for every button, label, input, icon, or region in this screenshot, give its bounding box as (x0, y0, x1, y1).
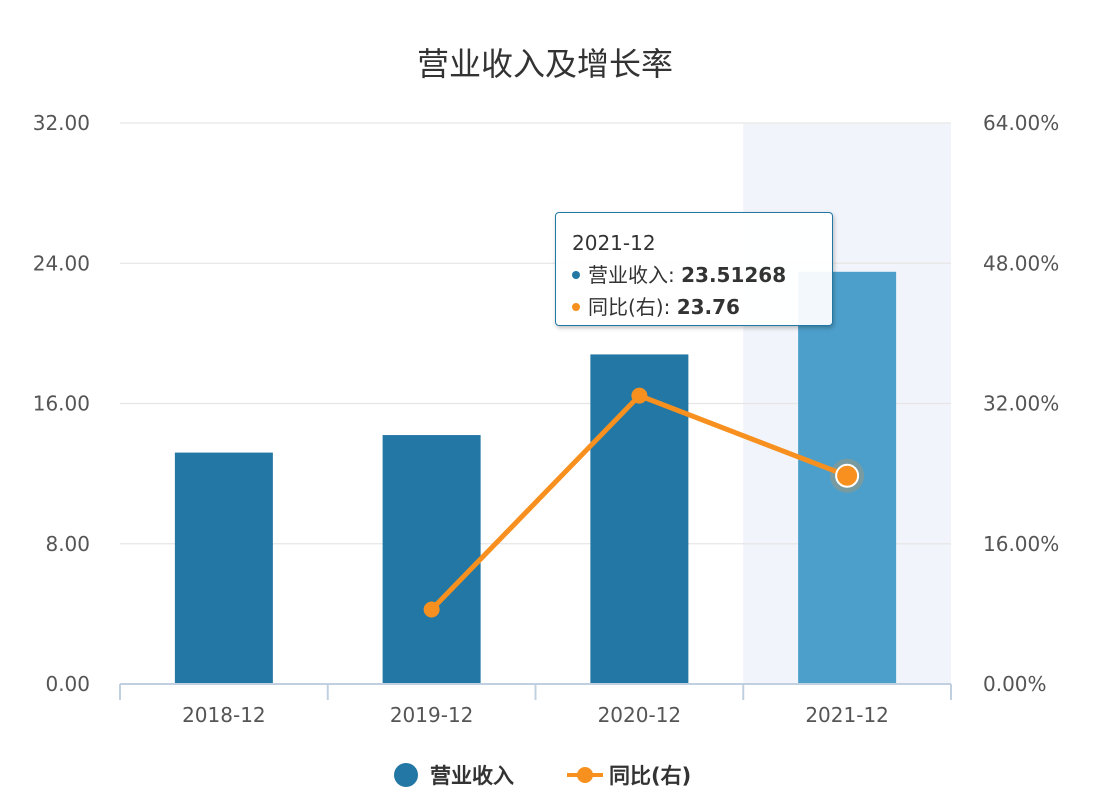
growth-point (631, 387, 648, 404)
y-left-tick-label: 8.00 (45, 532, 90, 556)
tooltip: 2021-12 营业收入: 23.51268 同比(右): 23.76 (555, 212, 833, 326)
legend-growth-dot-icon (577, 767, 593, 783)
tooltip-growth-value: 23.76 (676, 295, 740, 319)
tooltip-revenue-label: 营业收入: (588, 263, 682, 287)
growth-point (835, 463, 860, 488)
growth-point (423, 601, 440, 618)
x-tick-label: 2018-12 (182, 703, 266, 727)
y-left-tick-label: 32.00 (33, 111, 90, 135)
line-series[interactable] (423, 387, 865, 618)
y-right-tick-label: 0.00% (983, 672, 1047, 696)
revenue-bar (174, 452, 273, 684)
x-tick-label: 2020-12 (598, 703, 682, 727)
revenue-bar (590, 354, 689, 684)
legend[interactable]: 营业收入 同比(右) (394, 763, 691, 788)
y-right-tick-label: 64.00% (983, 111, 1059, 135)
chart-title: 营业收入及增长率 (417, 45, 673, 83)
tooltip-revenue-value: 23.51268 (681, 263, 787, 287)
y-right-tick-label: 16.00% (983, 532, 1059, 556)
y-right-tick-label: 32.00% (983, 392, 1059, 416)
legend-growth-label: 同比(右) (609, 764, 691, 788)
tooltip-growth-dot-icon (572, 302, 580, 311)
legend-revenue-label: 营业收入 (430, 764, 514, 788)
y-left-tick-label: 24.00 (33, 251, 90, 275)
legend-revenue-icon (394, 763, 418, 787)
axes: 0.00 0.00% 8.00 16.00% 16.00 32.00% 24.00 48.00… (33, 111, 1060, 727)
y-left-tick-label: 16.00 (33, 392, 90, 416)
tooltip-row-growth: 同比(右): 23.76 (572, 291, 832, 323)
x-tick-label: 2021-12 (805, 703, 889, 727)
revenue-bar (382, 435, 481, 684)
x-tick-label: 2019-12 (390, 703, 474, 727)
tooltip-revenue-dot-icon (572, 270, 580, 279)
tooltip-growth-label: 同比(右): (588, 295, 677, 319)
y-right-tick-label: 48.00% (983, 251, 1059, 275)
y-left-tick-label: 0.00 (45, 672, 90, 696)
tooltip-header: 2021-12 (572, 231, 656, 255)
tooltip-row-revenue: 营业收入: 23.51268 (572, 259, 832, 291)
